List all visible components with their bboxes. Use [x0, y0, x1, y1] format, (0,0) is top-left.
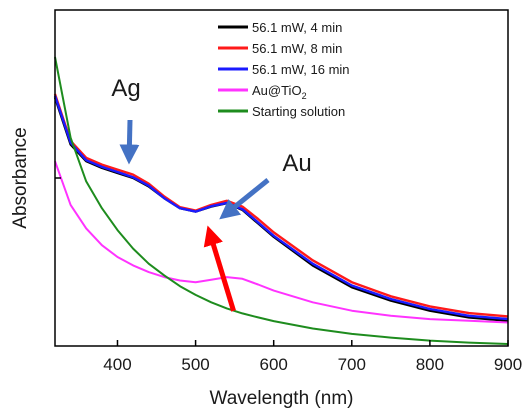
x-tick-label: 700	[338, 355, 366, 374]
x-tick-label: 600	[260, 355, 288, 374]
annotation-label-au: Au	[282, 150, 311, 177]
annotation-arrow-au	[219, 178, 270, 220]
ticks-layer: 400 500 600 700 800 900	[55, 177, 522, 374]
annotation-label-ag: Ag	[111, 75, 140, 102]
series-line-3	[54, 160, 509, 324]
legend-label: 56.1 mW, 4 min	[252, 20, 342, 35]
x-tick-label: 900	[494, 355, 522, 374]
legend-label: 56.1 mW, 8 min	[252, 41, 342, 56]
legend-label: 56.1 mW, 16 min	[252, 62, 350, 77]
legend-label: Starting solution	[252, 104, 345, 119]
series-line-0	[53, 97, 509, 322]
legend: 56.1 mW, 4 min 56.1 mW, 8 min 56.1 mW, 16 …	[218, 20, 350, 119]
x-tick-label: 500	[181, 355, 209, 374]
annotation-arrow-red	[203, 225, 236, 312]
annotation-arrow-ag	[119, 119, 140, 165]
x-tick-label: 800	[416, 355, 444, 374]
plot-frame	[54, 9, 509, 347]
series-line-2	[53, 95, 509, 321]
series-layer	[53, 56, 509, 345]
series-line-4	[54, 56, 509, 345]
y-axis-label: Absorbance	[10, 127, 31, 228]
x-tick-label: 400	[103, 355, 131, 374]
annotations: Ag Au	[111, 75, 312, 312]
series-line-1	[53, 93, 509, 318]
x-axis-label: Wavelength (nm)	[210, 388, 354, 409]
legend-label: Au@TiO2	[252, 83, 307, 101]
